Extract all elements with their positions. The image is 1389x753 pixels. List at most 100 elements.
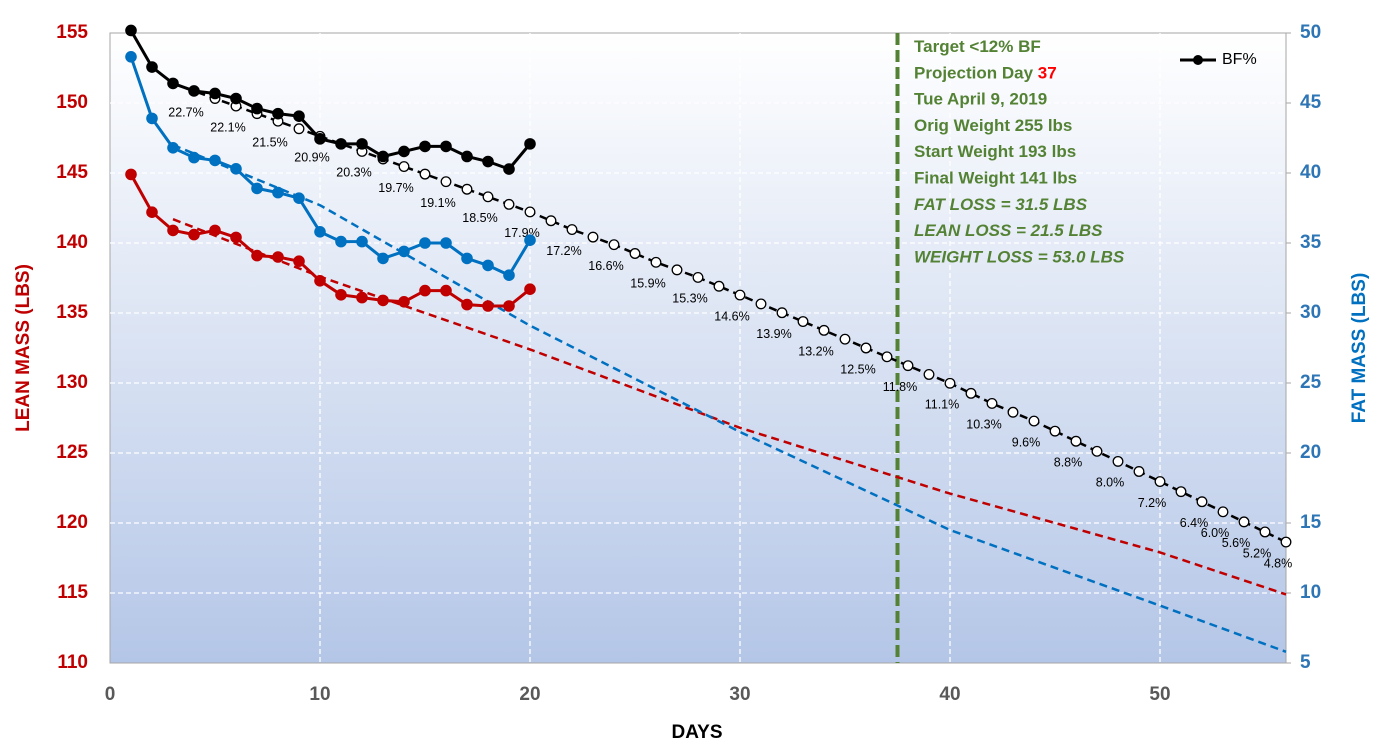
data-label: 9.6%	[1012, 435, 1041, 449]
data-point	[818, 324, 830, 336]
data-point	[524, 234, 536, 246]
y2-tick-label: 20	[1300, 442, 1321, 463]
data-point	[314, 226, 326, 238]
data-point	[524, 138, 536, 150]
data-point	[734, 289, 746, 301]
y-tick-label: 145	[56, 162, 88, 183]
data-point	[776, 307, 788, 319]
data-label: 6.4%	[1180, 516, 1209, 530]
annotation-text: Target <12% BF	[914, 37, 1041, 56]
data-point	[440, 284, 452, 297]
data-point	[293, 255, 305, 267]
annotation: LEAN LOSS = 21.5 LBS	[914, 222, 1103, 241]
data-point	[1217, 506, 1229, 518]
data-point	[923, 369, 935, 380]
data-label: 5.2%	[1243, 546, 1272, 560]
data-point	[335, 138, 347, 150]
data-point	[167, 224, 179, 237]
data-point	[356, 235, 368, 248]
data-label: 14.6%	[714, 309, 749, 323]
annotation: FAT LOSS = 31.5 LBS	[914, 195, 1088, 214]
data-point	[188, 228, 200, 241]
data-label: 5.6%	[1222, 536, 1251, 550]
x-tick-label: 30	[729, 684, 750, 705]
data-point	[1238, 516, 1250, 528]
x-tick-label: 50	[1149, 684, 1170, 705]
data-label: 22.7%	[168, 105, 203, 119]
annotation-text: Start Weight 193 lbs	[914, 143, 1076, 162]
data-point	[587, 231, 599, 243]
data-point	[1007, 406, 1019, 418]
data-point	[482, 155, 494, 168]
y-tick-label: 115	[57, 582, 88, 603]
data-point	[398, 296, 410, 308]
y-tick-label: 150	[56, 92, 88, 113]
data-label: 12.5%	[840, 362, 875, 376]
data-point	[1049, 425, 1061, 437]
data-point	[419, 284, 431, 297]
y2-tick-label: 15	[1300, 512, 1322, 533]
data-label: 19.7%	[378, 181, 413, 195]
data-point	[503, 198, 515, 210]
data-point	[566, 224, 578, 236]
data-point	[713, 280, 725, 292]
data-point	[398, 245, 410, 258]
data-point	[209, 224, 221, 237]
data-label: 15.3%	[672, 292, 707, 306]
y-tick-label: 110	[57, 652, 88, 673]
y-tick-label: 155	[56, 22, 88, 43]
y2-tick-label: 35	[1300, 232, 1322, 253]
data-point	[125, 51, 137, 63]
data-point	[167, 142, 179, 154]
data-label: 20.9%	[294, 151, 329, 165]
data-point	[461, 183, 473, 195]
data-point	[377, 294, 389, 307]
y2-tick-label: 50	[1300, 22, 1321, 43]
data-point	[188, 151, 200, 164]
data-point	[230, 231, 242, 244]
data-point	[1091, 445, 1103, 457]
data-point	[440, 237, 452, 249]
annotation: Orig Weight 255 lbs	[914, 116, 1072, 135]
data-point	[839, 333, 851, 345]
data-point	[146, 61, 158, 73]
data-point	[272, 251, 284, 263]
data-point	[1070, 435, 1082, 447]
data-point	[755, 298, 767, 310]
legend-marker	[1193, 55, 1203, 65]
data-point	[251, 249, 263, 262]
data-label: 15.9%	[630, 277, 665, 291]
data-point	[944, 377, 956, 389]
x-tick-label: 10	[309, 684, 330, 705]
legend-label: BF%	[1222, 51, 1257, 68]
data-point	[293, 123, 305, 135]
data-point	[377, 252, 389, 265]
y2-tick-label: 45	[1300, 92, 1322, 113]
data-point	[419, 168, 431, 180]
data-label: 22.1%	[210, 120, 245, 134]
data-label: 8.8%	[1054, 456, 1083, 470]
annotation-text: Projection Day	[914, 64, 1038, 83]
data-label: 17.2%	[546, 244, 581, 258]
data-point	[272, 107, 284, 120]
data-label: 16.6%	[588, 259, 623, 273]
annotation: Start Weight 193 lbs	[914, 143, 1076, 162]
data-point	[251, 102, 263, 115]
data-point	[902, 360, 914, 372]
data-point	[545, 215, 557, 227]
y-tick-label: 135	[56, 302, 88, 323]
data-point	[608, 239, 620, 251]
data-point	[377, 150, 389, 163]
data-point	[503, 163, 515, 175]
annotation-text: Tue April 9, 2019	[914, 90, 1047, 109]
data-point	[965, 387, 977, 399]
annotation: WEIGHT LOSS = 53.0 LBS	[914, 248, 1125, 267]
data-point	[503, 300, 515, 312]
annotation: Final Weight 141 lbs	[914, 169, 1077, 188]
data-label: 13.2%	[798, 345, 833, 359]
data-point	[1175, 486, 1187, 498]
y-axis-title: LEAN MASS (LBS)	[13, 264, 34, 432]
data-point	[146, 206, 158, 218]
data-point	[251, 182, 263, 195]
